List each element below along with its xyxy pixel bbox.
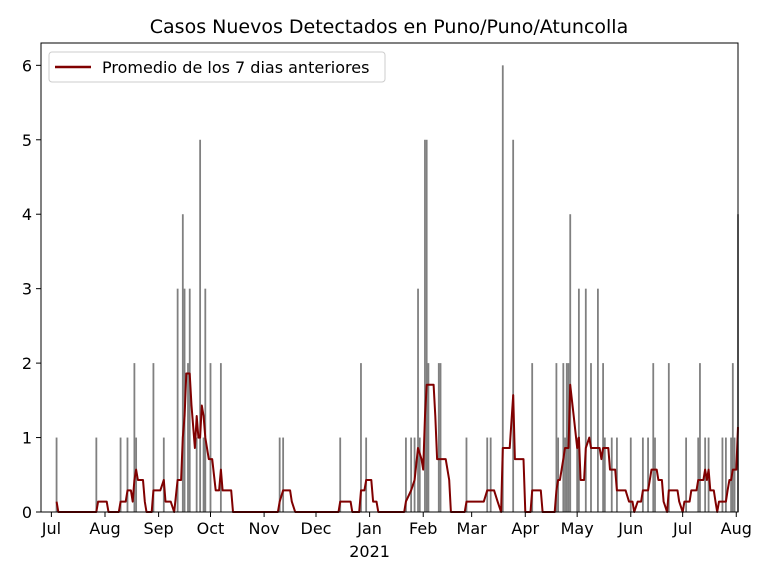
x-tick-label: Aug: [721, 519, 752, 538]
y-axis: 0 1 2 3 4 5 6: [22, 56, 41, 522]
y-tick-label: 4: [22, 205, 32, 224]
bar: [721, 437, 724, 512]
x-tick-sublabel: 2021: [349, 542, 390, 561]
bar: [641, 437, 644, 512]
bar: [133, 363, 136, 512]
bar: [565, 363, 568, 512]
bar: [410, 437, 413, 512]
x-tick-label: Aug: [89, 519, 120, 538]
bar: [555, 363, 558, 512]
bar: [278, 437, 281, 512]
bar: [667, 363, 670, 512]
bar: [95, 437, 98, 512]
bar: [557, 437, 560, 512]
bar: [439, 363, 442, 512]
bar: [202, 437, 205, 512]
bar: [531, 363, 534, 512]
x-tick-label: May: [561, 519, 594, 538]
bar: [652, 363, 655, 512]
bar: [282, 437, 285, 512]
bar: [590, 363, 592, 512]
bar: [564, 437, 566, 512]
bar: [176, 288, 179, 512]
line-layer: [55, 372, 739, 513]
bar: [569, 214, 572, 512]
y-tick-label: 1: [22, 429, 32, 448]
x-tick-label: Nov: [248, 519, 279, 538]
bar: [181, 214, 184, 512]
bar: [647, 437, 649, 512]
bar: [584, 288, 587, 512]
bar: [512, 139, 515, 512]
x-tick-label: Sep: [144, 519, 174, 538]
bar: [576, 437, 579, 512]
bar: [204, 288, 207, 512]
bar: [126, 437, 129, 512]
bar: [152, 363, 155, 512]
y-tick-label: 6: [22, 56, 32, 75]
x-tick-label: Jul: [672, 519, 692, 538]
x-tick-label: Oct: [197, 519, 225, 538]
x-tick-label: Jan: [356, 519, 382, 538]
bar: [629, 437, 632, 512]
bar: [360, 363, 362, 512]
bar: [501, 65, 504, 512]
series-line: [55, 372, 739, 513]
chart-title: Casos Nuevos Detectados en Puno/Puno/Atu…: [150, 16, 628, 38]
bar: [697, 437, 700, 512]
x-tick-label: Dec: [301, 519, 332, 538]
x-axis: Jul Aug Sep Oct Nov Dec Jan 2021 Feb Mar Apr May Jun…: [41, 512, 752, 561]
bar: [162, 437, 165, 512]
bar: [365, 437, 368, 512]
bar: [405, 437, 407, 512]
bar: [685, 437, 688, 512]
bar: [733, 437, 736, 512]
y-tick-label: 3: [22, 280, 32, 299]
x-tick-label: Apr: [511, 519, 539, 538]
bar: [486, 437, 489, 512]
bar: [616, 437, 618, 512]
legend: Promedio de los 7 dias anteriores: [48, 51, 386, 83]
bar: [562, 363, 565, 512]
bar: [597, 288, 599, 512]
bar: [425, 139, 428, 512]
x-tick-label: Jul: [41, 519, 61, 538]
bar: [418, 437, 421, 512]
bar: [731, 363, 734, 512]
bar: [195, 437, 198, 512]
bar: [724, 437, 727, 512]
bar: [424, 139, 426, 512]
bar: [417, 288, 419, 512]
bar: [427, 363, 430, 512]
bar: [219, 363, 222, 512]
bar: [188, 288, 191, 512]
bar: [610, 437, 613, 512]
bar: [603, 437, 606, 512]
x-tick-label: Jun: [617, 519, 643, 538]
y-tick-label: 0: [22, 503, 32, 522]
bar: [465, 437, 468, 512]
legend-label: Promedio de los 7 dias anteriores: [102, 58, 369, 77]
bar: [55, 437, 58, 512]
bar: [119, 437, 122, 512]
bar: [437, 363, 440, 512]
bar: [577, 288, 580, 512]
bars-layer: [55, 65, 739, 512]
x-tick-label: Feb: [409, 519, 437, 538]
bar: [187, 363, 189, 512]
y-tick-label: 2: [22, 354, 32, 373]
bar: [339, 437, 342, 512]
legend-box: [48, 51, 386, 83]
bar: [602, 363, 604, 512]
bar: [699, 363, 701, 512]
bar: [654, 437, 656, 512]
x-tick-label: Mar: [457, 519, 488, 538]
plot-frame: [40, 42, 739, 513]
bar: [489, 437, 492, 512]
y-tick-label: 5: [22, 131, 32, 150]
bar: [199, 139, 202, 512]
bar: [209, 363, 212, 512]
